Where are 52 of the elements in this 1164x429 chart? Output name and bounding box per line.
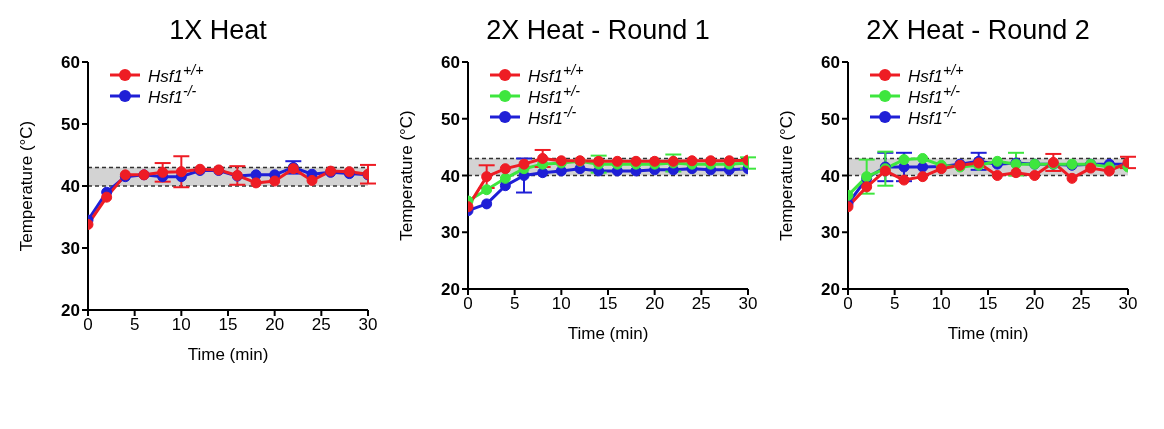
legend-label: Hsf1$^{-/-}$: [908, 104, 957, 128]
y-tick-label: 20: [441, 280, 460, 300]
y-axis-title: Temperature (°C): [17, 120, 37, 252]
legend-label: Hsf1$^{+/-}$: [908, 83, 960, 107]
x-tick-label: 15: [218, 315, 238, 335]
x-tick-label: 25: [691, 294, 711, 314]
x-tick-label: 20: [645, 294, 665, 314]
legend-label: Hsf1$^{-/-}$: [148, 83, 197, 107]
x-axis-title: Time (min): [187, 345, 269, 364]
y-tick-label: 30: [61, 239, 80, 259]
x-tick-label: 0: [463, 294, 473, 314]
y-tick-label: 60: [61, 53, 80, 73]
x-tick-label: 0: [843, 294, 853, 314]
y-tick-label: 50: [821, 109, 840, 129]
x-tick-label: 30: [738, 294, 758, 314]
y-tick-label: 50: [441, 109, 460, 129]
x-tick-label: 0: [83, 315, 93, 335]
legend-label: Hsf1$^{+/+}$: [148, 62, 204, 86]
y-tick-label: 50: [61, 115, 80, 135]
x-tick-label: 30: [358, 315, 378, 335]
chart-title: 2X Heat - Round 1: [485, 14, 711, 47]
y-axis-title: Temperature (°C): [397, 110, 417, 241]
legend-label: Hsf1$^{+/+}$: [908, 62, 964, 86]
x-tick-label: 5: [509, 294, 520, 314]
x-tick-label: 5: [129, 315, 140, 335]
legend-label: Hsf1$^{+/+}$: [528, 62, 584, 86]
x-tick-label: 25: [311, 315, 331, 335]
y-tick-label: 30: [441, 223, 460, 243]
x-axis-title: Time (min): [947, 324, 1029, 343]
y-tick-label: 40: [821, 166, 840, 186]
y-tick-label: 20: [821, 280, 840, 300]
x-axis-title: Time (min): [567, 324, 649, 343]
y-tick-label: 60: [441, 53, 460, 73]
x-tick-label: 30: [1118, 294, 1138, 314]
y-tick-label: 40: [441, 166, 460, 186]
x-tick-label: 5: [889, 294, 900, 314]
y-tick-label: 60: [821, 53, 840, 73]
x-tick-label: 20: [265, 315, 285, 335]
x-tick-label: 10: [931, 294, 951, 314]
chart-title: 2X Heat - Round 2: [865, 14, 1091, 47]
y-axis-title: Temperature (°C): [777, 110, 797, 241]
chart-title: 1X Heat: [168, 14, 268, 47]
y-tick-label: 40: [61, 177, 80, 197]
x-tick-label: 10: [551, 294, 571, 314]
x-tick-label: 20: [1025, 294, 1045, 314]
x-tick-label: 25: [1071, 294, 1091, 314]
legend-label: Hsf1$^{-/-}$: [528, 104, 577, 128]
y-tick-label: 30: [821, 223, 840, 243]
x-tick-label: 10: [171, 315, 191, 335]
legend-label: Hsf1$^{+/-}$: [528, 83, 580, 107]
x-tick-label: 15: [978, 294, 998, 314]
x-tick-label: 15: [598, 294, 618, 314]
